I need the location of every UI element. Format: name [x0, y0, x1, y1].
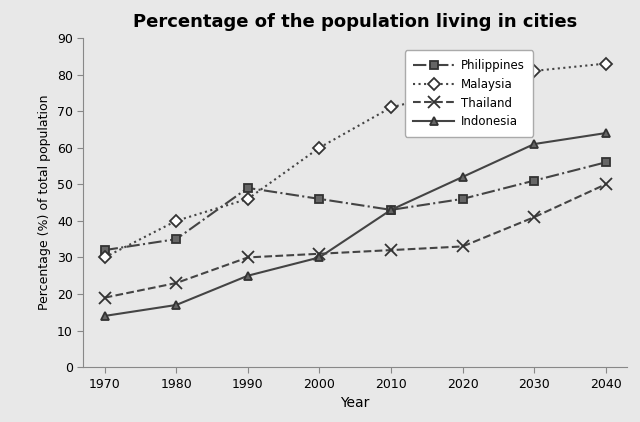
- Line: Philippines: Philippines: [100, 158, 610, 254]
- Malaysia: [316, 145, 323, 150]
- Indonesia: [172, 303, 180, 308]
- Philippines: [172, 237, 180, 242]
- Thailand: [459, 244, 467, 249]
- Philippines: [459, 196, 467, 201]
- Thailand: [101, 295, 109, 300]
- Philippines: [101, 248, 109, 253]
- Indonesia: [459, 174, 467, 179]
- Philippines: [387, 207, 395, 212]
- Line: Indonesia: Indonesia: [100, 129, 610, 320]
- Y-axis label: Percentage (%) of total population: Percentage (%) of total population: [38, 95, 51, 310]
- Philippines: [316, 196, 323, 201]
- Legend: Philippines, Malaysia, Thailand, Indonesia: Philippines, Malaysia, Thailand, Indones…: [404, 51, 533, 137]
- Indonesia: [244, 273, 252, 278]
- Thailand: [602, 182, 609, 187]
- Indonesia: [531, 141, 538, 146]
- Malaysia: [459, 87, 467, 92]
- Indonesia: [602, 130, 609, 135]
- Malaysia: [101, 255, 109, 260]
- Malaysia: [387, 105, 395, 110]
- Philippines: [602, 160, 609, 165]
- Malaysia: [172, 218, 180, 223]
- Indonesia: [387, 207, 395, 212]
- Thailand: [387, 248, 395, 253]
- Philippines: [531, 178, 538, 183]
- Thailand: [172, 281, 180, 286]
- Malaysia: [244, 196, 252, 201]
- Title: Percentage of the population living in cities: Percentage of the population living in c…: [133, 13, 577, 31]
- Philippines: [244, 185, 252, 190]
- Indonesia: [316, 255, 323, 260]
- Thailand: [244, 255, 252, 260]
- Malaysia: [531, 68, 538, 73]
- Thailand: [531, 215, 538, 220]
- Line: Thailand: Thailand: [99, 179, 611, 303]
- Line: Malaysia: Malaysia: [100, 60, 610, 262]
- Indonesia: [101, 314, 109, 319]
- X-axis label: Year: Year: [340, 396, 370, 410]
- Malaysia: [602, 61, 609, 66]
- Thailand: [316, 251, 323, 256]
